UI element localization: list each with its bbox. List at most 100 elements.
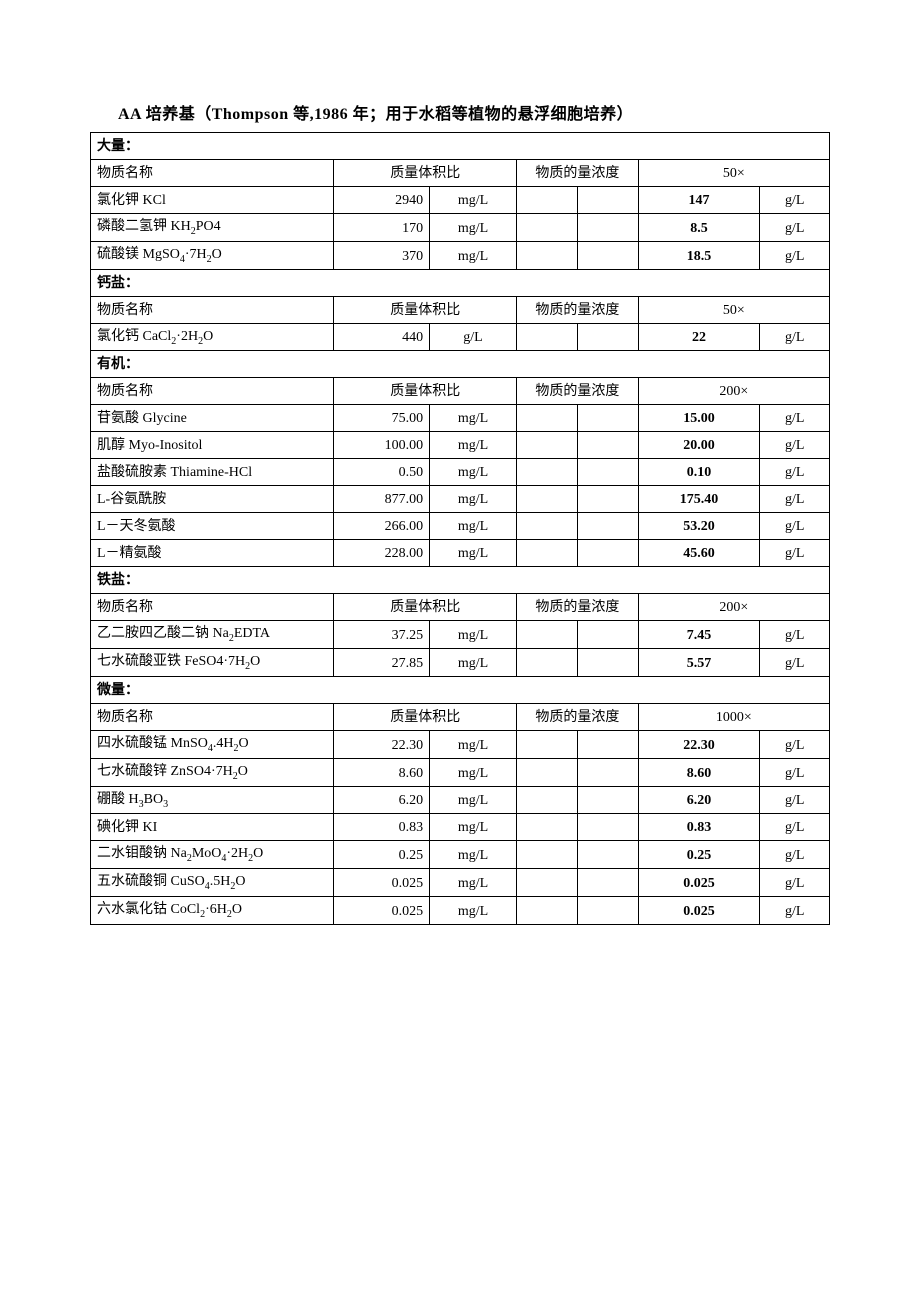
molarity-value — [517, 459, 578, 486]
mass-volume-value: 370 — [334, 241, 430, 269]
molarity-value — [517, 241, 578, 269]
mass-volume-value: 228.00 — [334, 540, 430, 567]
section-label: 微量： — [91, 676, 830, 703]
molarity-value — [517, 540, 578, 567]
molarity-unit — [577, 649, 638, 677]
molarity-unit — [577, 241, 638, 269]
col-header-ratio: 质量体积比 — [334, 594, 517, 621]
molarity-value — [517, 323, 578, 351]
mass-volume-unit: mg/L — [430, 187, 517, 214]
stock-unit: g/L — [760, 459, 830, 486]
col-header-name: 物质名称 — [91, 160, 334, 187]
stock-value: 45.60 — [638, 540, 760, 567]
molarity-unit — [577, 814, 638, 841]
stock-value: 8.5 — [638, 214, 760, 242]
stock-unit: g/L — [760, 214, 830, 242]
stock-unit: g/L — [760, 841, 830, 869]
stock-value: 0.25 — [638, 841, 760, 869]
col-header-name: 物质名称 — [91, 594, 334, 621]
molarity-unit — [577, 758, 638, 786]
section-label: 大量： — [91, 133, 830, 160]
mass-volume-unit: mg/L — [430, 241, 517, 269]
substance-name: 碘化钾 KI — [91, 814, 334, 841]
col-header-molarity: 物质的量浓度 — [517, 296, 639, 323]
mass-volume-value: 27.85 — [334, 649, 430, 677]
mass-volume-unit: mg/L — [430, 896, 517, 924]
mass-volume-unit: mg/L — [430, 432, 517, 459]
mass-volume-unit: mg/L — [430, 405, 517, 432]
molarity-value — [517, 513, 578, 540]
stock-unit: g/L — [760, 323, 830, 351]
col-header-multiplier: 1000× — [638, 703, 829, 730]
mass-volume-unit: mg/L — [430, 486, 517, 513]
mass-volume-value: 100.00 — [334, 432, 430, 459]
mass-volume-value: 8.60 — [334, 758, 430, 786]
substance-name: 磷酸二氢钾 KH2PO4 — [91, 214, 334, 242]
molarity-unit — [577, 459, 638, 486]
col-header-ratio: 质量体积比 — [334, 378, 517, 405]
molarity-unit — [577, 730, 638, 758]
stock-unit: g/L — [760, 187, 830, 214]
mass-volume-value: 0.025 — [334, 896, 430, 924]
stock-unit: g/L — [760, 786, 830, 814]
stock-value: 0.83 — [638, 814, 760, 841]
mass-volume-value: 0.025 — [334, 869, 430, 897]
col-header-name: 物质名称 — [91, 378, 334, 405]
substance-name: 硫酸镁 MgSO4·7H2O — [91, 241, 334, 269]
stock-value: 22.30 — [638, 730, 760, 758]
stock-value: 0.025 — [638, 869, 760, 897]
substance-name: 二水钼酸钠 Na2MoO4·2H2O — [91, 841, 334, 869]
col-header-molarity: 物质的量浓度 — [517, 378, 639, 405]
substance-name: 七水硫酸亚铁 FeSO4·7H2O — [91, 649, 334, 677]
mass-volume-unit: g/L — [430, 323, 517, 351]
molarity-unit — [577, 187, 638, 214]
substance-name: 六水氯化钴 CoCl2·6H2O — [91, 896, 334, 924]
substance-name: L－天冬氨酸 — [91, 513, 334, 540]
mass-volume-unit: mg/L — [430, 730, 517, 758]
molarity-unit — [577, 405, 638, 432]
molarity-value — [517, 730, 578, 758]
stock-unit: g/L — [760, 896, 830, 924]
molarity-value — [517, 896, 578, 924]
col-header-molarity: 物质的量浓度 — [517, 703, 639, 730]
stock-unit: g/L — [760, 621, 830, 649]
col-header-multiplier: 200× — [638, 594, 829, 621]
stock-unit: g/L — [760, 869, 830, 897]
molarity-unit — [577, 513, 638, 540]
col-header-multiplier: 50× — [638, 160, 829, 187]
mass-volume-value: 22.30 — [334, 730, 430, 758]
molarity-unit — [577, 214, 638, 242]
stock-unit: g/L — [760, 241, 830, 269]
molarity-value — [517, 649, 578, 677]
molarity-value — [517, 814, 578, 841]
substance-name: 四水硫酸锰 MnSO4.4H2O — [91, 730, 334, 758]
stock-unit: g/L — [760, 432, 830, 459]
mass-volume-value: 0.83 — [334, 814, 430, 841]
stock-unit: g/L — [760, 513, 830, 540]
section-label: 钙盐： — [91, 269, 830, 296]
mass-volume-value: 266.00 — [334, 513, 430, 540]
stock-value: 15.00 — [638, 405, 760, 432]
molarity-value — [517, 187, 578, 214]
mass-volume-value: 37.25 — [334, 621, 430, 649]
stock-value: 18.5 — [638, 241, 760, 269]
substance-name: 乙二胺四乙酸二钠 Na2EDTA — [91, 621, 334, 649]
mass-volume-unit: mg/L — [430, 786, 517, 814]
substance-name: 五水硫酸铜 CuSO4.5H2O — [91, 869, 334, 897]
stock-unit: g/L — [760, 405, 830, 432]
molarity-unit — [577, 540, 638, 567]
mass-volume-unit: mg/L — [430, 214, 517, 242]
molarity-value — [517, 758, 578, 786]
col-header-ratio: 质量体积比 — [334, 703, 517, 730]
stock-value: 20.00 — [638, 432, 760, 459]
molarity-unit — [577, 486, 638, 513]
section-label: 有机： — [91, 351, 830, 378]
mass-volume-value: 2940 — [334, 187, 430, 214]
col-header-molarity: 物质的量浓度 — [517, 160, 639, 187]
mass-volume-unit: mg/L — [430, 869, 517, 897]
stock-value: 0.025 — [638, 896, 760, 924]
mass-volume-unit: mg/L — [430, 459, 517, 486]
stock-unit: g/L — [760, 814, 830, 841]
substance-name: 肌醇 Myo-Inositol — [91, 432, 334, 459]
section-label: 铁盐： — [91, 567, 830, 594]
